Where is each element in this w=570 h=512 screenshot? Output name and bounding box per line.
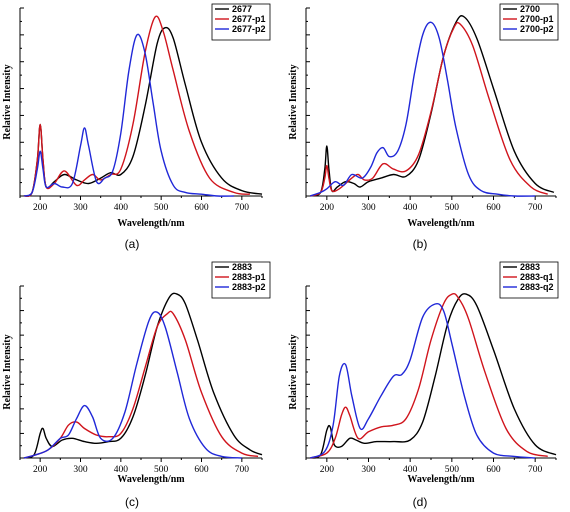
series-line-3 [309,21,536,197]
x-tick-label: 600 [194,203,209,213]
x-tick-label: 700 [528,465,543,475]
legend-entry: 2677-p1 [232,14,266,24]
series-line-1 [310,293,557,459]
y-axis-title: Relative Intensity [288,334,299,409]
series-line-3 [23,311,242,459]
legend-box [211,261,271,299]
x-tick-label: 500 [445,465,460,475]
y-axis-title: Relative Intensity [288,64,299,139]
x-tick-label: 700 [235,203,250,213]
chart-panel-2: 200 300 400 500 600 700 Wavelength/nm Relative … [288,3,559,251]
panel-label: (d) [413,495,428,509]
series-line-2 [310,292,548,459]
legend-entry: 2883 [232,262,252,272]
legend-entry: 2883-p2 [232,282,266,292]
series-line-1 [309,15,555,197]
x-axis-title: Wavelength/nm [407,218,475,229]
x-tick-label: 300 [73,465,88,475]
panel-label: (c) [125,495,139,509]
series-line-2 [23,310,259,459]
series-line-3 [23,33,234,197]
x-axis-title: Wavelength/nm [117,218,185,229]
x-tick-label: 600 [486,465,501,475]
legend-entry: 2700 [520,4,540,14]
x-tick-label: 700 [528,203,543,213]
legend-entry: 2700-p2 [520,24,554,34]
x-tick-label: 500 [154,203,169,213]
series-line-2 [309,21,548,197]
legend-entry: 2883-q2 [520,282,554,292]
legend-entry: 2883 [520,262,540,272]
panel-label: (b) [413,237,428,251]
legend-entry: 2883-q1 [520,272,554,282]
x-tick-label: 600 [486,203,501,213]
series-line-1 [23,292,263,459]
x-tick-label: 300 [361,203,376,213]
x-tick-label: 300 [361,465,376,475]
x-tick-label: 400 [403,465,418,475]
x-tick-label: 400 [114,465,129,475]
x-tick-label: 400 [114,203,129,213]
panel-label: (a) [125,237,140,251]
y-axis-title: Relative Intensity [2,64,13,139]
legend-box [211,3,271,41]
chart-panel-1: 200 300 400 500 600 700 Wavelength/nm Relative … [2,3,271,251]
x-tick-label: 700 [235,465,250,475]
x-tick-label: 500 [154,465,169,475]
x-tick-label: 400 [403,203,418,213]
series-line-2 [23,15,250,197]
chart-panel-3: 200 300 400 500 600 700 Wavelength/nm Relative … [2,261,271,509]
legend-entry: 2677 [232,4,252,14]
legend-box [499,3,559,41]
series-line-1 [23,26,263,197]
x-tick-label: 200 [320,465,335,475]
x-tick-label: 500 [445,203,460,213]
x-tick-label: 600 [194,465,209,475]
chart-panel-4: 200 300 400 500 600 700 Wavelength/nm Relative … [288,261,559,509]
legend-entry: 2677-p2 [232,24,266,34]
legend-box [499,261,559,299]
y-axis-title: Relative Intensity [2,334,13,409]
legend-entry: 2700-p1 [520,14,554,24]
x-tick-label: 200 [33,203,48,213]
series-line-3 [309,302,536,459]
x-tick-label: 300 [73,203,88,213]
legend-entry: 2883-p1 [232,272,266,282]
x-tick-label: 200 [33,465,48,475]
x-axis-title: Wavelength/nm [117,474,185,485]
x-axis-title: Wavelength/nm [407,474,475,485]
x-tick-label: 200 [320,203,335,213]
